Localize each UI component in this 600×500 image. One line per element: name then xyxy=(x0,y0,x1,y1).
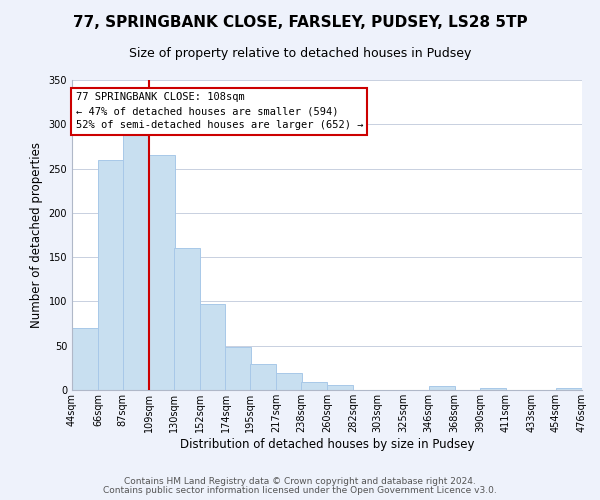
Bar xyxy=(327,384,353,390)
X-axis label: Distribution of detached houses by size in Pudsey: Distribution of detached houses by size … xyxy=(180,438,474,450)
Bar xyxy=(556,388,582,390)
Bar xyxy=(428,386,455,390)
Text: Size of property relative to detached houses in Pudsey: Size of property relative to detached ho… xyxy=(129,48,471,60)
Bar xyxy=(481,388,506,390)
Bar xyxy=(301,382,327,390)
Text: Contains HM Land Registry data © Crown copyright and database right 2024.: Contains HM Land Registry data © Crown c… xyxy=(124,477,476,486)
Bar xyxy=(123,130,149,390)
Bar xyxy=(226,346,251,390)
Bar xyxy=(72,328,98,390)
Bar xyxy=(250,364,276,390)
Bar xyxy=(276,373,302,390)
Y-axis label: Number of detached properties: Number of detached properties xyxy=(30,142,43,328)
Text: 77, SPRINGBANK CLOSE, FARSLEY, PUDSEY, LS28 5TP: 77, SPRINGBANK CLOSE, FARSLEY, PUDSEY, L… xyxy=(73,15,527,30)
Text: 77 SPRINGBANK CLOSE: 108sqm
← 47% of detached houses are smaller (594)
52% of se: 77 SPRINGBANK CLOSE: 108sqm ← 47% of det… xyxy=(76,92,363,130)
Bar xyxy=(173,248,199,390)
Bar xyxy=(149,156,175,390)
Bar xyxy=(98,160,124,390)
Text: Contains public sector information licensed under the Open Government Licence v3: Contains public sector information licen… xyxy=(103,486,497,495)
Bar xyxy=(199,304,226,390)
